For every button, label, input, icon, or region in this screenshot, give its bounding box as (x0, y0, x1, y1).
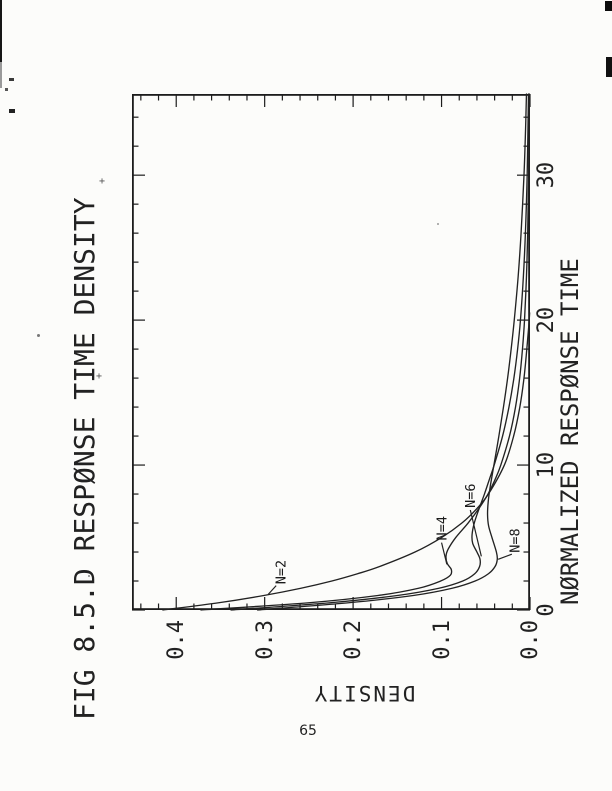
curve-N=4 (200, 93, 530, 611)
scan-artifact-left-strip-fade (0, 62, 2, 88)
scan-artifact-corner-blob (605, 1, 612, 11)
leader-line-N=6 (469, 509, 482, 557)
scan-artifact-speck (5, 88, 8, 91)
leader-line-N=4 (440, 542, 448, 565)
x-axis-title: NØRMALIZED RESPØNSE TIME (556, 258, 584, 605)
leader-line-N=2 (267, 585, 277, 595)
plotter-stray-plus: + (96, 371, 103, 382)
x-tick-label-20: 20 (534, 306, 559, 334)
x-tick-label-0: 0 (534, 603, 559, 617)
y-tick-label-0.4: 0.4 (164, 620, 190, 660)
y-tick-label-0.2: 0.2 (341, 620, 367, 660)
y-tick-label-0.3: 0.3 (252, 620, 278, 660)
scan-artifact-dot (37, 334, 40, 337)
curve-N=6 (230, 93, 530, 611)
curve-label-N=4: N=4 (434, 516, 450, 540)
scan-artifact-dot (88, 575, 90, 577)
scan-artifact-dot (437, 223, 439, 225)
figure-8-5-d: FIG 8.5.D RESPØNSE TIME DENSITY DENSITY … (60, 82, 605, 722)
scan-artifact-speck (9, 109, 15, 113)
x-tick-label-10: 10 (534, 451, 559, 479)
response-time-density-plot: N=2 N=4 N=6 N=8 (131, 93, 531, 611)
y-tick-label-0.1: 0.1 (429, 620, 455, 660)
curve-label-N=2: N=2 (273, 560, 289, 584)
curve-label-N=8: N=8 (507, 528, 523, 552)
curve-N=2 (162, 312, 531, 611)
plot-area-wrapper: N=2 N=4 N=6 N=8 (131, 93, 531, 611)
curve-label-N=6: N=6 (463, 483, 479, 507)
y-tick-label-0.0: 0.0 (518, 620, 543, 660)
plotter-stray-plus: + (99, 176, 106, 187)
leader-line-N=8 (497, 553, 513, 560)
scan-artifact-speck (9, 78, 14, 81)
curve-N=8 (256, 93, 528, 611)
scan-artifact-edge-bar (606, 57, 612, 77)
x-tick-label-30: 30 (534, 161, 559, 189)
page-number: 65 (299, 723, 317, 739)
figure-title: FIG 8.5.D RESPØNSE TIME DENSITY (68, 197, 101, 720)
axis-ticks (132, 94, 531, 611)
scan-artifact-left-strip (0, 0, 2, 62)
plot-frame (131, 93, 531, 611)
